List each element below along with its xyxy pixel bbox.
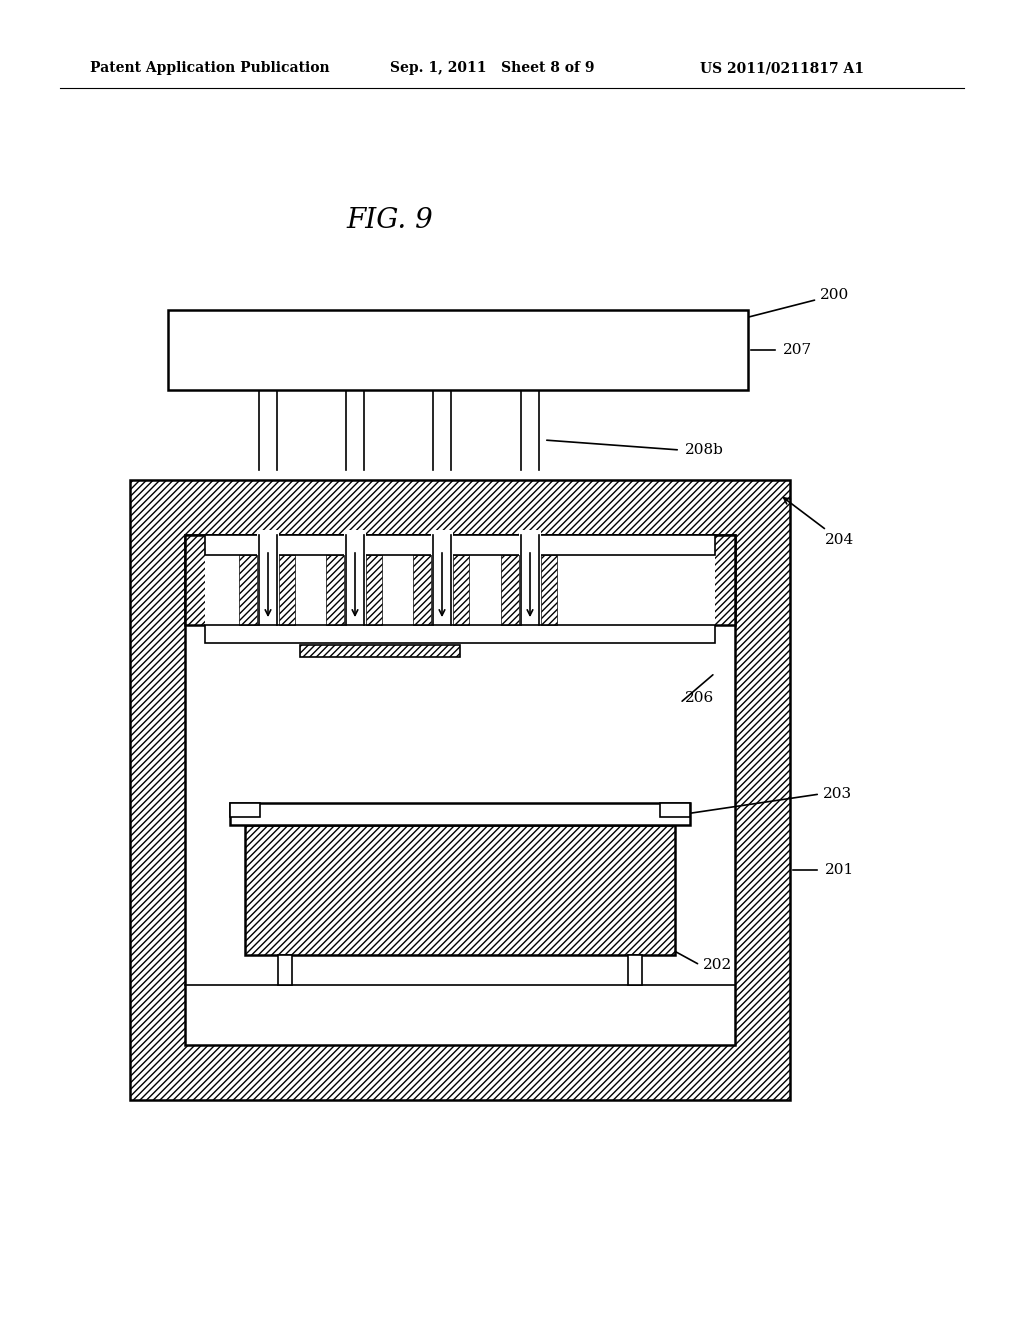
Bar xyxy=(344,531,366,630)
Text: 206: 206 xyxy=(685,690,715,705)
Text: 207: 207 xyxy=(783,343,812,356)
Bar xyxy=(519,531,541,630)
Bar xyxy=(541,554,557,624)
Text: US 2011/0211817 A1: US 2011/0211817 A1 xyxy=(700,61,864,75)
Bar xyxy=(413,554,431,624)
Bar xyxy=(130,480,790,1100)
Text: 208b: 208b xyxy=(685,444,724,457)
Bar xyxy=(278,954,292,985)
Bar xyxy=(205,554,715,624)
Bar xyxy=(326,554,344,624)
Bar xyxy=(257,531,279,630)
Bar xyxy=(245,825,675,954)
Bar xyxy=(366,554,382,624)
Text: 200: 200 xyxy=(702,288,849,330)
Bar xyxy=(453,554,469,624)
Bar xyxy=(279,554,295,624)
Text: Sep. 1, 2011   Sheet 8 of 9: Sep. 1, 2011 Sheet 8 of 9 xyxy=(390,61,595,75)
Bar xyxy=(230,803,260,817)
Bar xyxy=(185,535,735,624)
Bar xyxy=(239,554,257,624)
Bar xyxy=(185,535,735,1045)
Text: FIG. 9: FIG. 9 xyxy=(347,206,433,234)
Bar xyxy=(431,531,453,630)
Bar xyxy=(230,803,690,825)
Bar xyxy=(660,803,690,817)
Bar xyxy=(205,624,715,643)
Text: 202: 202 xyxy=(703,958,732,972)
Bar xyxy=(168,310,748,389)
Text: Patent Application Publication: Patent Application Publication xyxy=(90,61,330,75)
Bar xyxy=(205,535,715,554)
Text: 201: 201 xyxy=(825,863,854,876)
Text: 203: 203 xyxy=(823,787,852,801)
Bar xyxy=(300,645,460,657)
Bar xyxy=(501,554,519,624)
Text: 204: 204 xyxy=(783,498,854,546)
Bar xyxy=(628,954,642,985)
